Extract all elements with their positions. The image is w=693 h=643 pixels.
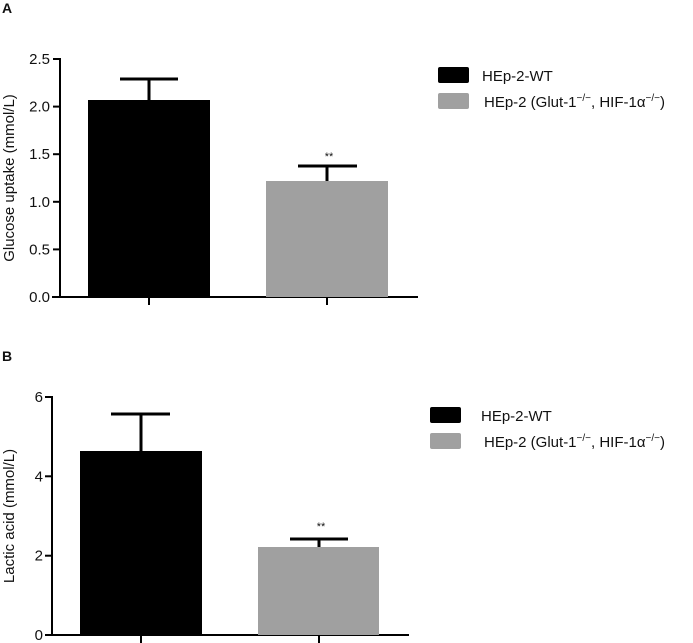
y-ticks-b bbox=[45, 396, 52, 636]
error-bar-a-ko bbox=[298, 164, 357, 181]
bar-a-ko bbox=[266, 181, 388, 297]
svg-text:2.5: 2.5 bbox=[29, 51, 50, 68]
y-tick-labels-a: 0.0 0.5 1.0 1.5 2.0 2.5 bbox=[29, 51, 50, 306]
panel-b: B Lactic acid (mmol/L) 0 2 4 6 ** bbox=[1, 348, 665, 643]
legend-swatch-ko bbox=[430, 433, 461, 449]
significance-b: ** bbox=[317, 521, 326, 533]
panel-label-a: A bbox=[2, 0, 12, 16]
legend-swatch-ko bbox=[438, 93, 469, 109]
y-ticks-a bbox=[53, 58, 60, 298]
legend-label-ko: HEp-2 (Glut-1−/−, HIF-1α−/−) bbox=[484, 433, 665, 451]
svg-text:6: 6 bbox=[35, 389, 43, 406]
panel-label-b: B bbox=[2, 348, 12, 364]
error-bar-a-wt bbox=[120, 77, 178, 100]
panel-a: A Glucose uptake (mmol/L) 0.0 0.5 1.0 1.… bbox=[1, 0, 665, 306]
bar-b-wt bbox=[80, 451, 202, 635]
y-axis-label-a: Glucose uptake (mmol/L) bbox=[1, 94, 18, 262]
legend-b: HEp-2-WT HEp-2 (Glut-1−/−, HIF-1α−/−) bbox=[430, 407, 665, 451]
svg-text:2.0: 2.0 bbox=[29, 99, 50, 116]
legend-swatch-wt bbox=[438, 67, 469, 83]
legend-label-wt: HEp-2-WT bbox=[481, 408, 552, 425]
bar-b-ko bbox=[258, 547, 379, 635]
y-tick-labels-b: 0 2 4 6 bbox=[35, 389, 43, 643]
legend-swatch-wt bbox=[430, 407, 461, 423]
legend-a: HEp-2-WT HEp-2 (Glut-1−/−, HIF-1α−/−) bbox=[438, 67, 665, 111]
error-bar-b-ko bbox=[290, 537, 348, 547]
svg-text:1.0: 1.0 bbox=[29, 194, 50, 211]
svg-text:2: 2 bbox=[35, 548, 43, 565]
svg-text:0.0: 0.0 bbox=[29, 289, 50, 306]
legend-label-ko: HEp-2 (Glut-1−/−, HIF-1α−/−) bbox=[484, 93, 665, 111]
significance-a: ** bbox=[325, 151, 334, 163]
bar-a-wt bbox=[88, 100, 210, 297]
legend-label-wt: HEp-2-WT bbox=[482, 68, 553, 85]
svg-text:1.5: 1.5 bbox=[29, 146, 50, 163]
svg-text:4: 4 bbox=[35, 468, 43, 485]
y-axis-label-b: Lactic acid (mmol/L) bbox=[1, 449, 18, 583]
svg-text:0: 0 bbox=[35, 627, 43, 643]
svg-text:0.5: 0.5 bbox=[29, 241, 50, 258]
error-bar-b-wt bbox=[111, 412, 170, 451]
